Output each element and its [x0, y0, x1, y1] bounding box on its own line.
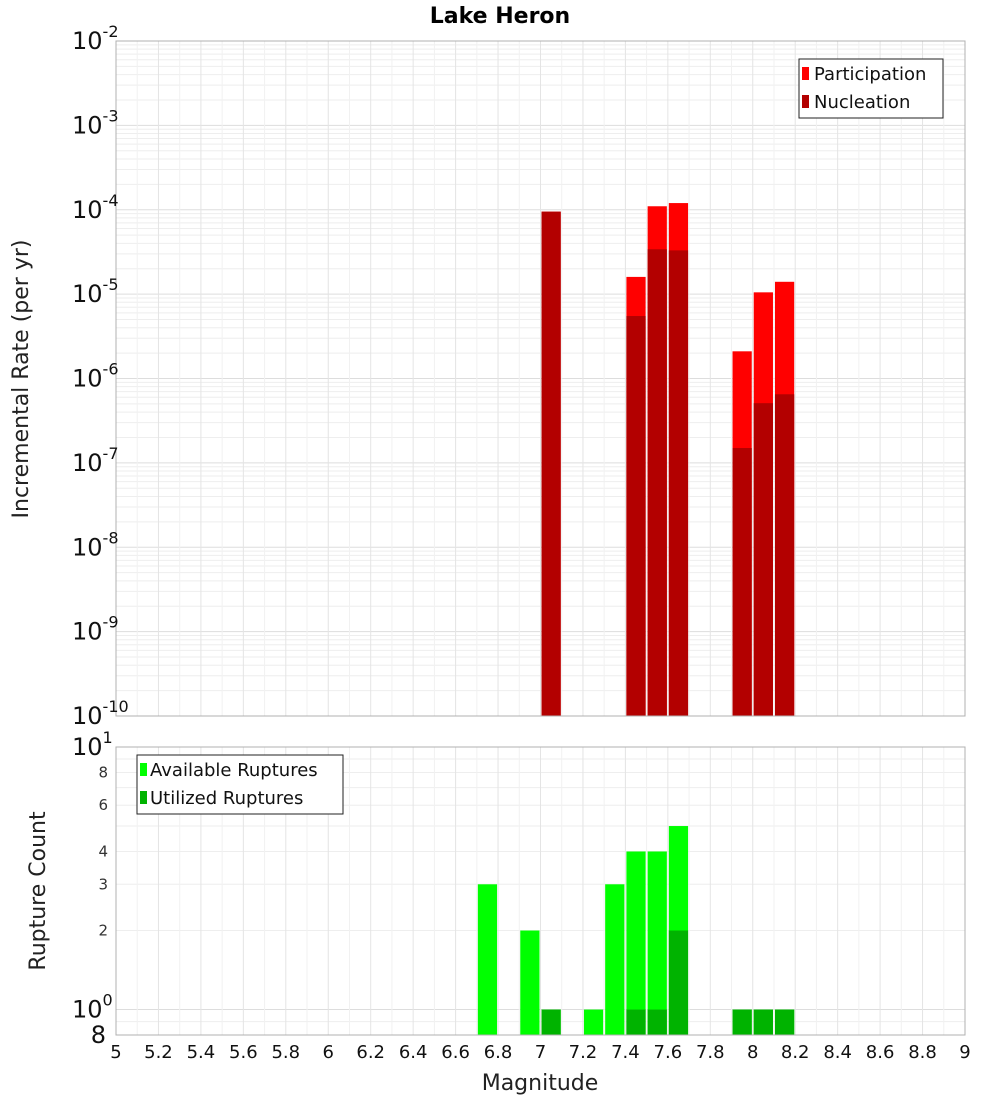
x-tick-label: 6.4: [399, 1042, 428, 1063]
nucleation-bar: [668, 250, 689, 717]
x-tick-label: 5.6: [229, 1042, 258, 1063]
x-axis-label: Magnitude: [482, 1071, 599, 1096]
legend-swatch-utilized-ruptures: [140, 791, 147, 804]
nucleation-bar: [774, 394, 795, 716]
nucleation-bar: [647, 249, 667, 716]
x-tick-label: 6.8: [484, 1042, 513, 1063]
bottom-plot-grid: [115, 747, 966, 1035]
x-tick-label: 7: [535, 1042, 546, 1063]
utilized-ruptures-bar: [647, 1009, 667, 1035]
x-tick-label: 5: [110, 1042, 121, 1063]
y-tick-label: 8: [91, 1021, 106, 1049]
nucleation-bar: [732, 448, 752, 716]
y-tick-label: 10-10: [72, 697, 129, 730]
y-tick-label: 6: [98, 796, 108, 814]
y-tick-label: 10-2: [72, 22, 119, 55]
nucleation-bar: [626, 316, 646, 716]
top-plot-frame: [115, 40, 966, 717]
legend-swatch-available-ruptures: [140, 763, 147, 776]
y-tick-label: 4: [98, 842, 108, 860]
y-tick-label: 100: [72, 991, 113, 1024]
bottom-legend: Available Ruptures Utilized Ruptures: [136, 754, 344, 815]
legend-label-utilized-ruptures: Utilized Ruptures: [150, 788, 303, 809]
legend-swatch-participation: [802, 67, 809, 80]
available-ruptures-bar: [583, 1009, 604, 1035]
x-tick-label: 7.8: [696, 1042, 725, 1063]
top-y-axis-ticks: 10-10 10-9 10-8 10-7 10-6 10-5 10-4 10-3 10-2: [72, 22, 129, 730]
x-tick-label: 7.6: [654, 1042, 683, 1063]
available-ruptures-bar: [626, 851, 646, 1035]
y-tick-label: 10-3: [72, 106, 119, 139]
top-y-axis-label: Incremental Rate (per yr): [9, 240, 34, 519]
utilized-ruptures-bar: [541, 1009, 561, 1035]
y-tick-label: 10-5: [72, 275, 119, 308]
utilized-ruptures-bar: [626, 1009, 646, 1035]
y-tick-label: 2: [98, 922, 108, 940]
available-ruptures-bar: [520, 930, 540, 1035]
x-tick-label: 6.2: [356, 1042, 385, 1063]
bottom-y-axis-label: Rupture Count: [26, 811, 51, 971]
bottom-plot-frame: [115, 746, 966, 1036]
utilized-ruptures-bar: [732, 1009, 752, 1035]
available-ruptures-bar: [647, 851, 667, 1035]
legend-label-participation: Participation: [814, 64, 926, 85]
y-tick-label: 10-7: [72, 444, 119, 477]
nucleation-bar: [541, 211, 561, 716]
x-tick-label: 6.6: [441, 1042, 470, 1063]
x-axis-ticks: 5 5.2 5.4 5.6 5.8 6 6.2 6.4 6.6 6.8 7 7.2 7.4 7.6 7.8 8…: [110, 1042, 970, 1063]
x-tick-label: 8.8: [908, 1042, 937, 1063]
top-plot-grid: [115, 41, 966, 717]
y-tick-label: 8: [98, 763, 108, 781]
nucleation-bar: [753, 403, 773, 716]
x-tick-label: 9: [959, 1042, 970, 1063]
x-tick-label: 8.4: [823, 1042, 852, 1063]
y-tick-label: 101: [72, 728, 113, 761]
x-tick-label: 8.2: [781, 1042, 810, 1063]
utilized-ruptures-bar: [668, 930, 689, 1035]
chart-title: Lake Heron: [430, 4, 570, 29]
y-tick-label: 10-9: [72, 613, 119, 646]
available-ruptures-bar: [477, 884, 498, 1035]
legend-swatch-nucleation: [802, 95, 809, 108]
top-plot-bars: [541, 203, 795, 717]
x-tick-label: 8.6: [866, 1042, 895, 1063]
available-ruptures-bar: [605, 884, 625, 1035]
y-tick-label: 10-8: [72, 528, 119, 561]
top-legend: Participation Nucleation: [798, 58, 944, 119]
y-tick-label: 10-4: [72, 191, 119, 224]
x-tick-label: 8: [747, 1042, 758, 1063]
legend-label-available-ruptures: Available Ruptures: [150, 760, 318, 781]
y-tick-label: 3: [98, 875, 108, 893]
utilized-ruptures-bar: [753, 1009, 773, 1035]
x-tick-label: 5.8: [271, 1042, 300, 1063]
x-tick-label: 7.4: [611, 1042, 640, 1063]
y-tick-label: 10-6: [72, 360, 119, 393]
x-tick-label: 7.2: [569, 1042, 598, 1063]
x-tick-label: 5.4: [187, 1042, 216, 1063]
x-tick-label: 5.2: [144, 1042, 173, 1063]
utilized-ruptures-bar: [774, 1009, 795, 1035]
bottom-plot-bars: [477, 826, 795, 1035]
x-tick-label: 6: [323, 1042, 334, 1063]
legend-label-nucleation: Nucleation: [814, 92, 910, 113]
